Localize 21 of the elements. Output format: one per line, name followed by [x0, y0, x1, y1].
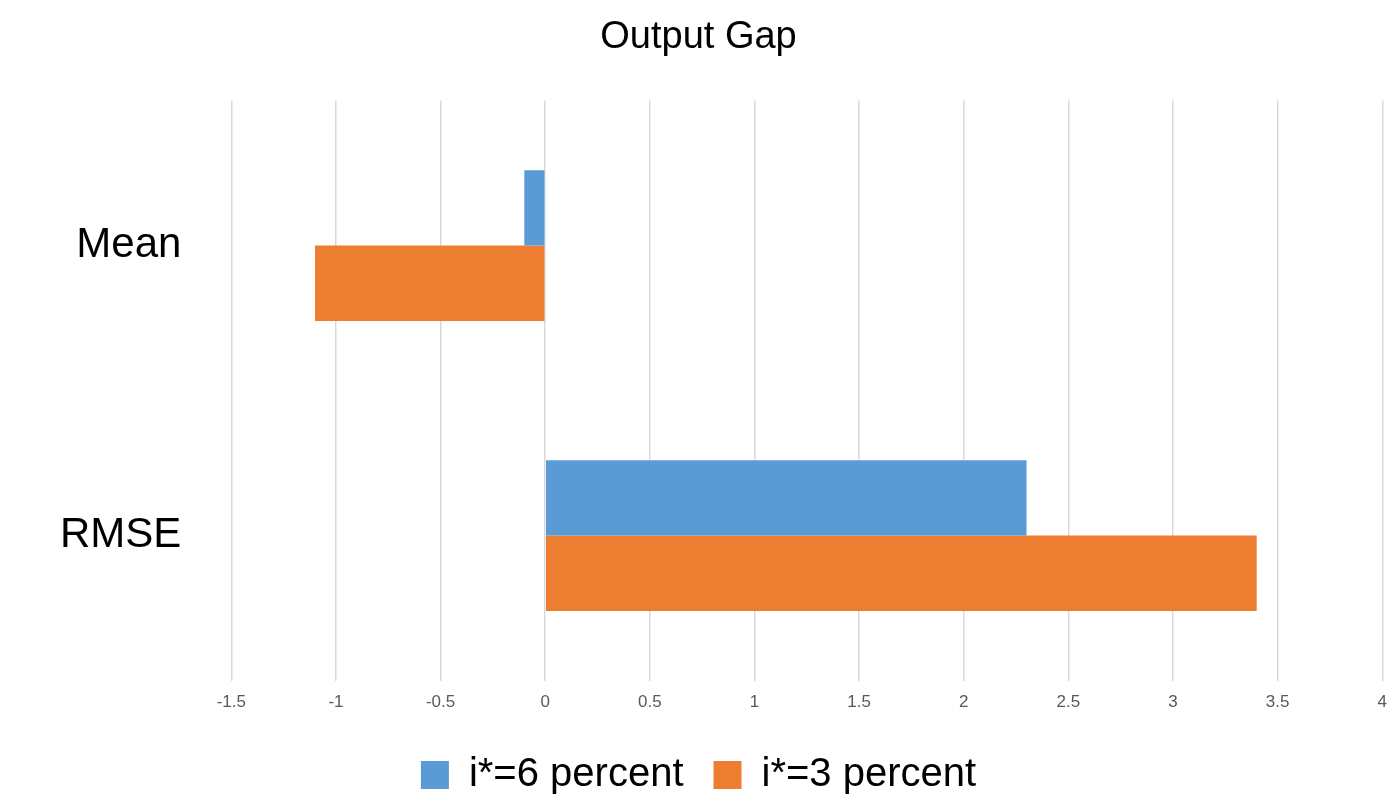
x-tick-label: -0.5	[425, 692, 456, 712]
chart-title: Output Gap	[600, 14, 797, 57]
x-tick-label: 1	[749, 692, 760, 712]
y-tick-label: Mean	[76, 219, 182, 267]
bar	[545, 460, 1027, 536]
y-tick-label: RMSE	[59, 509, 182, 557]
bar	[545, 535, 1257, 611]
bar	[524, 170, 545, 246]
x-tick-label: 1.5	[847, 692, 871, 712]
x-tick-label: 2.5	[1056, 692, 1081, 712]
x-tick-label: 0	[540, 692, 550, 712]
x-tick-label: 2	[959, 692, 969, 712]
x-tick-label: 3.5	[1265, 692, 1290, 712]
x-tick-label: -1.5	[216, 692, 246, 712]
x-tick-label: 0.5	[638, 692, 662, 712]
bar	[315, 245, 545, 321]
legend-label: i*=3 percent	[761, 750, 977, 795]
legend-label: i*=6 percent	[468, 750, 684, 795]
x-tick-label: 3	[1168, 692, 1178, 712]
x-tick-label: 4	[1377, 692, 1388, 712]
x-tick-label: -1	[328, 692, 344, 712]
